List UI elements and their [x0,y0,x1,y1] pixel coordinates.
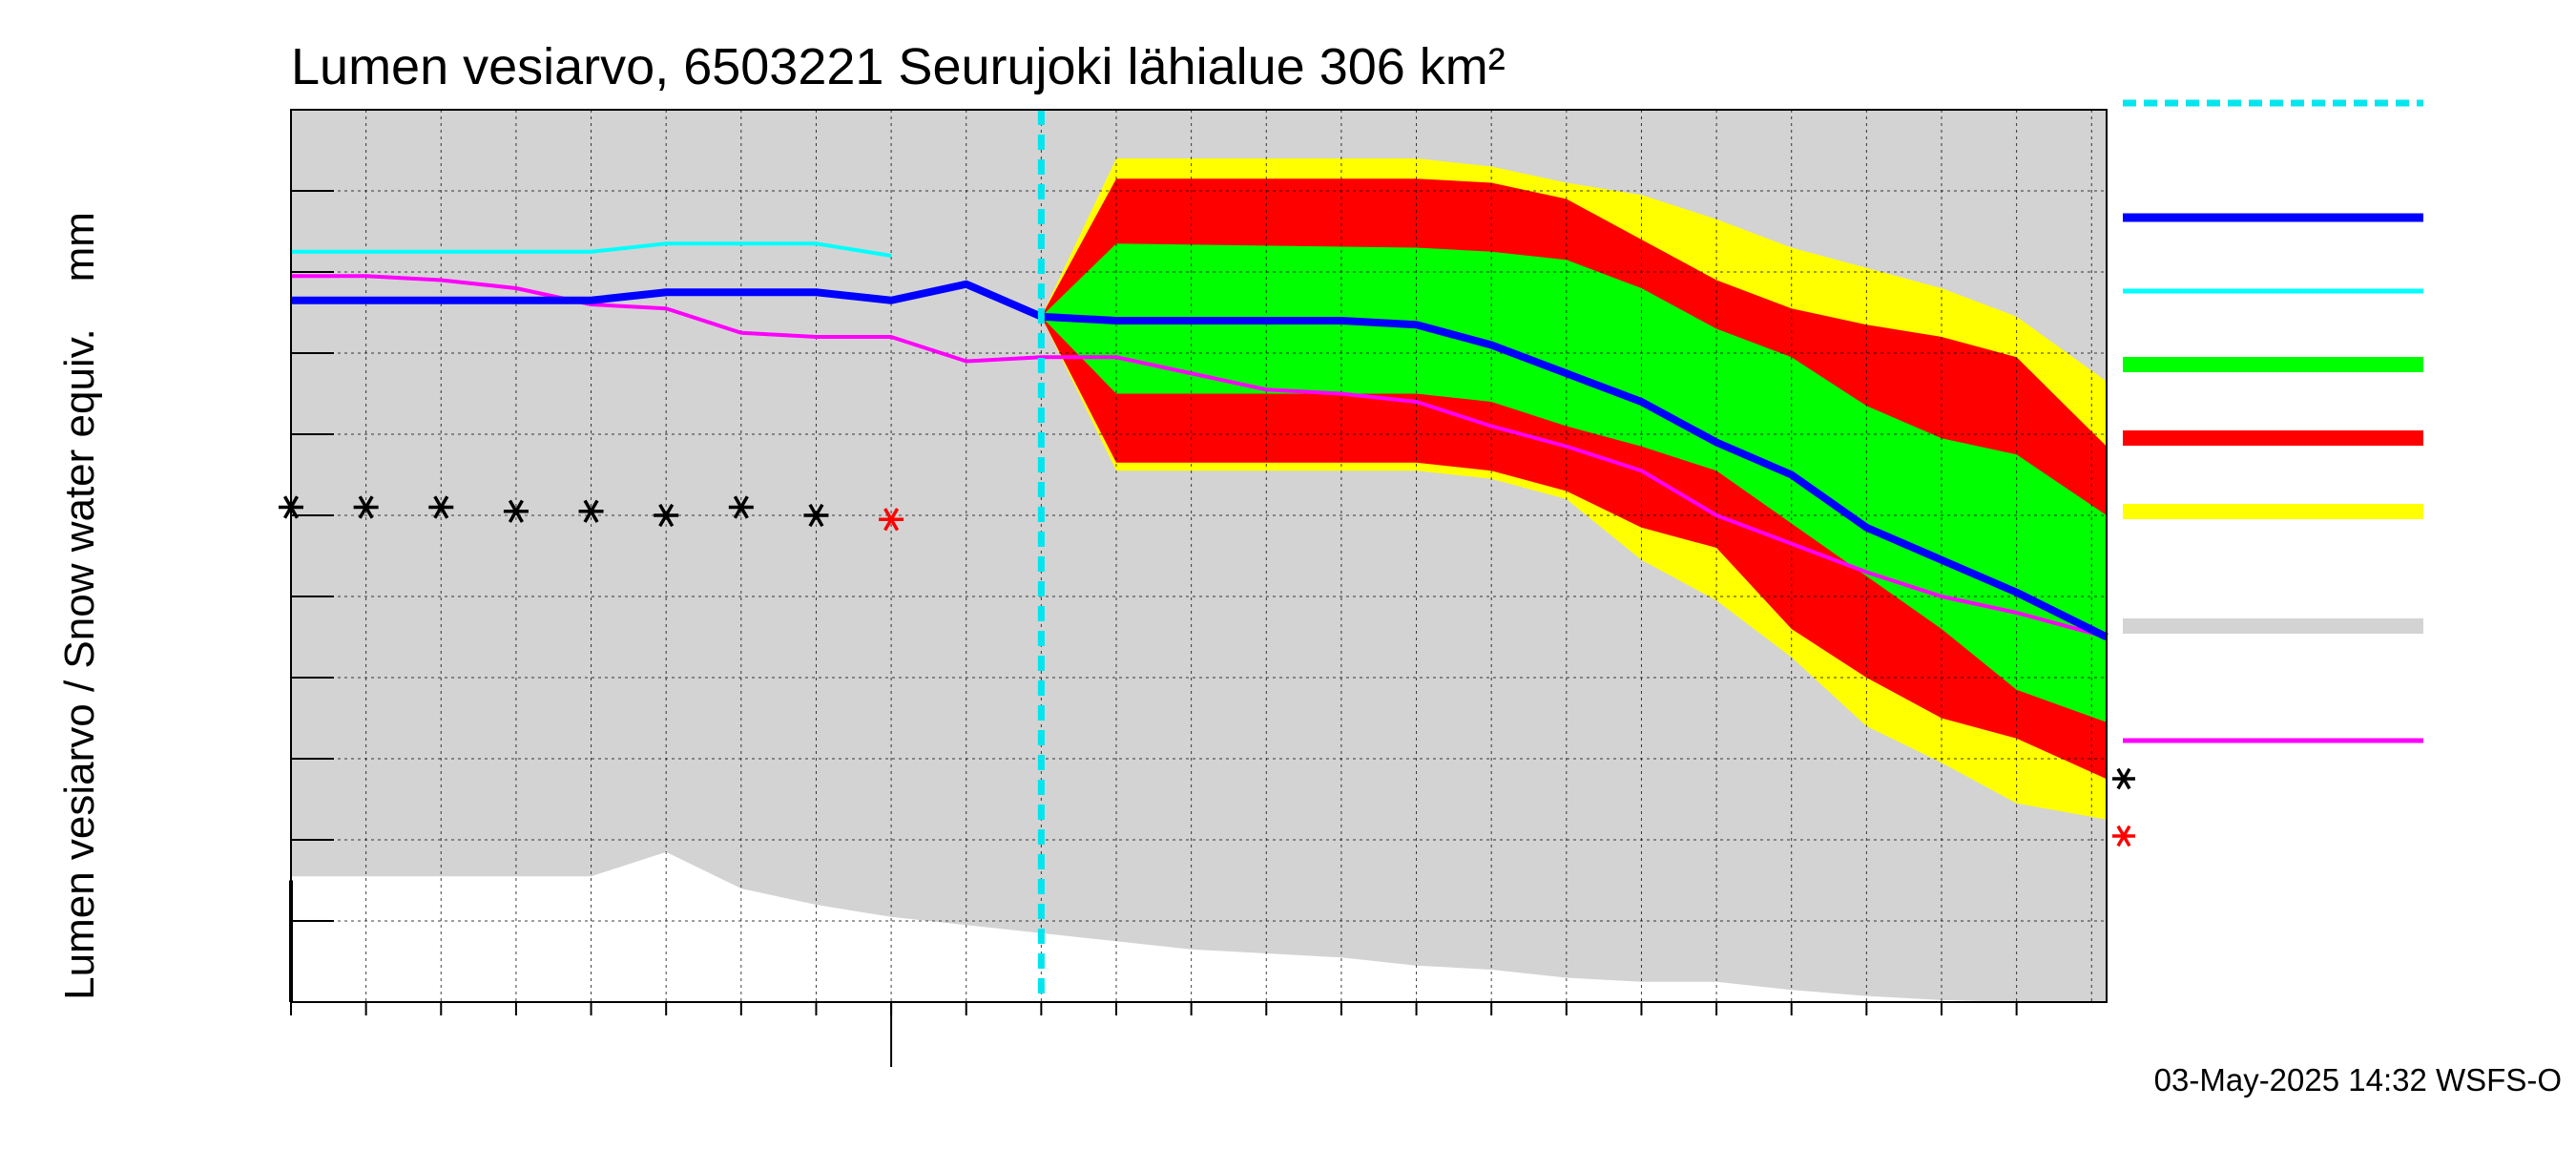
observation-star-0 [428,495,454,519]
legend-swatch-star [2112,767,2135,790]
legend-swatch [2123,357,2423,372]
legend-item [2123,618,2423,634]
legend-item [2123,504,2423,519]
series-line-2 [291,280,2109,641]
observation-star-0 [803,503,829,528]
legend-item [2112,767,2135,790]
plot-frame [290,109,2108,1003]
y-axis-label: Lumen vesiarvo / Snow water equiv. mm [56,212,103,1000]
observation-star-0 [728,495,754,519]
observation-star-1-stroke [883,508,900,532]
grid [291,110,2107,1002]
observation-star-1 [879,508,904,532]
observation-star-0-stroke [733,495,749,519]
legend-item [2112,825,2135,847]
observation-star-0 [353,495,379,519]
observation-star-0-stroke [808,503,824,528]
chart-title: Lumen vesiarvo, 6503221 Seurujoki lähial… [291,38,1506,95]
forecast-band-2 [1041,243,2107,722]
observation-star-0 [503,499,529,523]
legend-swatch-star [2112,825,2135,847]
legend-swatch [2123,618,2423,634]
legend-swatch [2123,430,2423,446]
plot-area [279,110,2109,1002]
observation-star-0-stroke [433,495,449,519]
series-line-1 [291,241,892,258]
observation-star-0 [654,503,679,528]
observation-star-0-stroke [658,503,675,528]
legend-swatch-star-stroke [2116,825,2131,847]
timestamp: 03-May-2025 14:32 WSFS-O [2154,1062,2562,1098]
legend-item [2123,430,2423,446]
legend-item [2123,357,2423,372]
series-line-0 [291,274,2108,639]
axes [289,109,2108,1067]
observation-star-0 [578,499,604,523]
legend-swatch-star-stroke [2116,767,2131,790]
legend-swatch [2123,504,2423,519]
observation-star-0-stroke [508,499,524,523]
observation-star-0-stroke [358,495,374,519]
legend [2112,99,2423,847]
observation-star-0-stroke [583,499,599,523]
